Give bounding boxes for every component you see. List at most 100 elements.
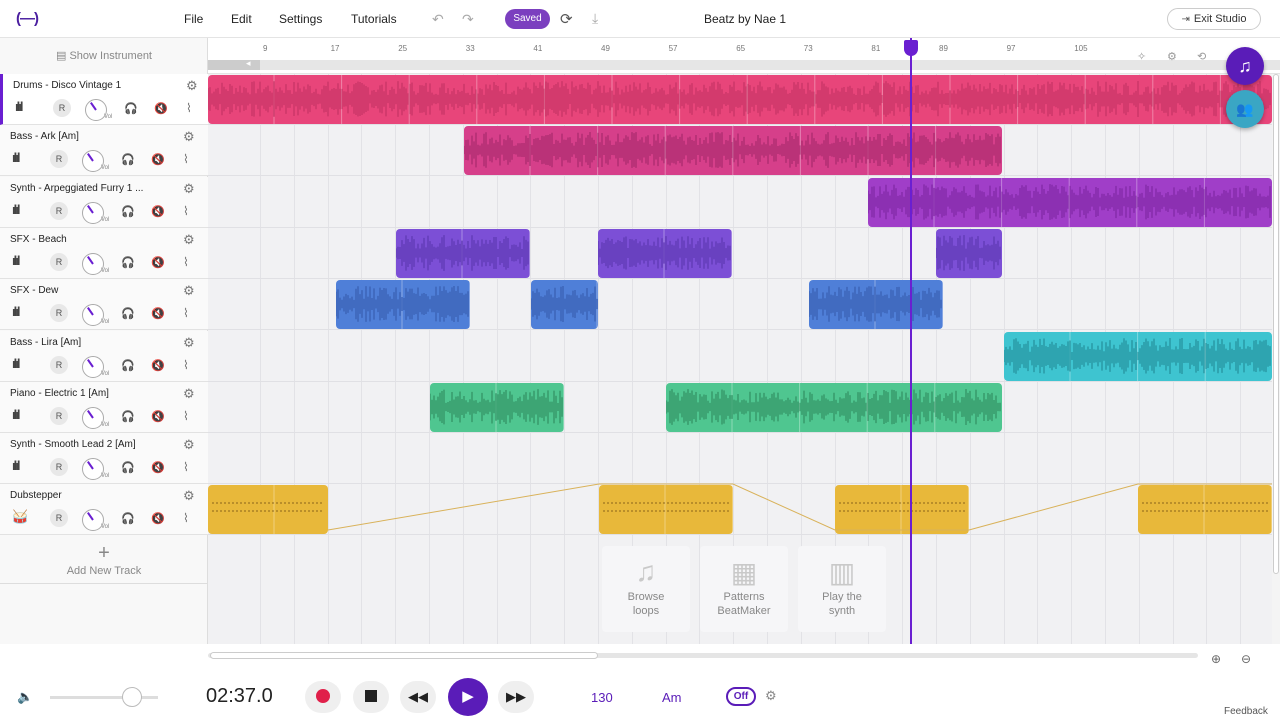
track-name[interactable]: Dubstepper bbox=[10, 490, 62, 502]
audio-clip[interactable] bbox=[336, 280, 470, 330]
audio-clip[interactable] bbox=[599, 485, 733, 535]
track-name[interactable]: Synth - Arpeggiated Furry 1 ... bbox=[10, 182, 144, 194]
track-name[interactable]: Bass - Ark [Am] bbox=[10, 131, 79, 143]
track-name[interactable]: Piano - Electric 1 [Am] bbox=[10, 387, 109, 399]
automation-icon[interactable]: ⌇ bbox=[183, 306, 189, 321]
mute-icon[interactable]: 🔇 bbox=[151, 410, 165, 423]
rewind-button[interactable]: ◀◀ bbox=[400, 681, 436, 713]
loop-region[interactable] bbox=[208, 60, 260, 70]
automation-icon[interactable]: ⌇ bbox=[183, 152, 189, 167]
track-row[interactable]: Drums - Disco Vintage 1 ⚙ ılıl R Vol 🎧 🔇 ⌇ bbox=[0, 74, 208, 125]
audio-clip[interactable] bbox=[531, 280, 598, 330]
headphones-icon[interactable]: 🎧 bbox=[121, 359, 135, 372]
headphones-icon[interactable]: 🎧 bbox=[121, 462, 135, 475]
gear-icon[interactable]: ⚙ bbox=[183, 231, 195, 247]
gear-icon[interactable]: ⚙ bbox=[183, 180, 195, 196]
record-arm-button[interactable]: R bbox=[53, 99, 71, 117]
stop-button[interactable] bbox=[353, 681, 389, 713]
horizontal-scrollbar[interactable] bbox=[208, 650, 1198, 660]
audio-clip[interactable] bbox=[809, 280, 943, 330]
track-lane[interactable] bbox=[208, 331, 1272, 382]
record-button[interactable] bbox=[305, 681, 341, 713]
audio-clip[interactable] bbox=[1004, 331, 1272, 381]
headphones-icon[interactable]: 🎧 bbox=[121, 410, 135, 423]
automation-icon[interactable]: ⌇ bbox=[183, 357, 189, 372]
volume-knob[interactable] bbox=[82, 458, 104, 481]
undo-icon[interactable]: ↶ bbox=[432, 11, 444, 27]
menu-edit[interactable]: Edit bbox=[231, 12, 252, 26]
gear-icon[interactable]: ⚙ bbox=[183, 283, 195, 299]
record-arm-button[interactable]: R bbox=[50, 509, 68, 528]
track-lane[interactable] bbox=[208, 279, 1272, 331]
gear-icon[interactable]: ⚙ bbox=[183, 437, 195, 453]
snap-icon[interactable]: ✧ bbox=[1137, 51, 1147, 63]
record-arm-button[interactable]: R bbox=[50, 150, 68, 169]
zoom-out-icon[interactable]: ⊖ bbox=[1241, 652, 1252, 666]
gear-icon[interactable]: ⚙ bbox=[765, 688, 777, 703]
track-lane[interactable] bbox=[208, 74, 1272, 125]
track-row[interactable]: Piano - Electric 1 [Am] ⚙ ılıl R Vol 🎧 🔇 ⌇ bbox=[0, 381, 208, 433]
headphones-icon[interactable]: 🎧 bbox=[124, 103, 138, 115]
exit-studio-button[interactable]: ⇥ Exit Studio bbox=[1167, 8, 1261, 30]
audio-clip[interactable] bbox=[430, 382, 564, 432]
gear-icon[interactable]: ⚙ bbox=[183, 488, 195, 504]
menu-file[interactable]: File bbox=[184, 12, 204, 26]
scroll-thumb[interactable] bbox=[1273, 74, 1279, 574]
audio-clip[interactable] bbox=[598, 228, 732, 278]
zoom-in-icon[interactable]: ⊕ bbox=[1211, 652, 1222, 666]
app-logo[interactable]: (—) bbox=[16, 10, 39, 27]
vertical-scrollbar[interactable] bbox=[1272, 74, 1280, 644]
record-arm-button[interactable]: R bbox=[50, 355, 68, 374]
waveform-icon[interactable]: ılıl bbox=[12, 355, 20, 371]
gear-icon[interactable]: ⚙ bbox=[186, 78, 198, 93]
music-note-icon[interactable]: ♫ bbox=[1226, 47, 1264, 85]
scroll-thumb[interactable] bbox=[210, 652, 598, 659]
master-volume-knob[interactable] bbox=[122, 687, 142, 707]
drum-kit-icon[interactable]: 🥁 bbox=[12, 509, 28, 525]
audio-clip[interactable] bbox=[666, 382, 1002, 432]
timeline-ruler[interactable]: 9 17 25 33 41 49 57 65 73 81 89 97 105 ◂ bbox=[208, 38, 1280, 74]
automation-icon[interactable]: ⌇ bbox=[183, 408, 189, 423]
waveform-icon[interactable]: ılıl bbox=[12, 304, 20, 320]
gear-icon[interactable]: ⚙ bbox=[183, 385, 195, 401]
patterns-beatmaker-card[interactable]: ▦ Patterns BeatMaker bbox=[700, 546, 788, 632]
mute-icon[interactable]: 🔇 bbox=[151, 513, 165, 526]
track-row[interactable]: Dubstepper ⚙ 🥁 R Vol 🎧 🔇 ⌇ bbox=[0, 484, 208, 536]
gear-icon[interactable]: ⚙ bbox=[1167, 51, 1177, 63]
key-display[interactable]: Am bbox=[662, 690, 682, 705]
download-icon[interactable]: ⤓ bbox=[592, 10, 599, 26]
volume-knob[interactable] bbox=[82, 201, 104, 224]
gear-icon[interactable]: ⚙ bbox=[183, 129, 195, 145]
tempo-display[interactable]: 130 bbox=[591, 690, 613, 705]
track-row[interactable]: SFX - Beach ⚙ ılıl R Vol 🎧 🔇 ⌇ bbox=[0, 227, 208, 279]
volume-knob[interactable] bbox=[82, 406, 104, 429]
project-title[interactable]: Beatz by Nae 1 bbox=[703, 12, 787, 26]
feedback-link[interactable]: Feedback bbox=[1224, 706, 1268, 717]
waveform-icon[interactable]: ılıl bbox=[12, 201, 20, 217]
track-lane[interactable] bbox=[208, 125, 1272, 177]
volume-knob[interactable] bbox=[82, 150, 104, 173]
menu-tutorials[interactable]: Tutorials bbox=[351, 12, 397, 26]
track-name[interactable]: SFX - Beach bbox=[10, 233, 67, 245]
audio-clip[interactable] bbox=[868, 177, 1272, 227]
automation-icon[interactable]: ⌇ bbox=[186, 101, 192, 115]
audio-clip[interactable] bbox=[208, 485, 328, 535]
show-instrument-button[interactable]: ▤ Show Instrument bbox=[56, 50, 152, 62]
headphones-icon[interactable]: 🎧 bbox=[121, 256, 135, 269]
sync-icon[interactable]: ⟳ bbox=[560, 11, 573, 28]
playhead[interactable] bbox=[910, 38, 912, 644]
track-row[interactable]: Synth - Arpeggiated Furry 1 ... ⚙ ılıl R Vol… bbox=[0, 176, 208, 228]
volume-knob[interactable] bbox=[82, 509, 104, 532]
waveform-icon[interactable]: ılıl bbox=[12, 406, 20, 422]
track-name[interactable]: SFX - Dew bbox=[10, 285, 59, 297]
automation-icon[interactable]: ⌇ bbox=[183, 254, 189, 269]
audio-clip[interactable] bbox=[1138, 485, 1272, 535]
headphones-icon[interactable]: 🎧 bbox=[121, 513, 135, 526]
redo-icon[interactable]: ↷ bbox=[462, 11, 474, 27]
track-lane[interactable] bbox=[208, 433, 1272, 485]
automation-icon[interactable]: ⌇ bbox=[183, 460, 189, 475]
collaborators-icon[interactable]: 👥 bbox=[1226, 90, 1264, 128]
headphones-icon[interactable]: 🎧 bbox=[121, 154, 135, 167]
automation-icon[interactable]: ⌇ bbox=[183, 203, 189, 218]
track-row[interactable]: SFX - Dew ⚙ ılıl R Vol 🎧 🔇 ⌇ bbox=[0, 279, 208, 331]
